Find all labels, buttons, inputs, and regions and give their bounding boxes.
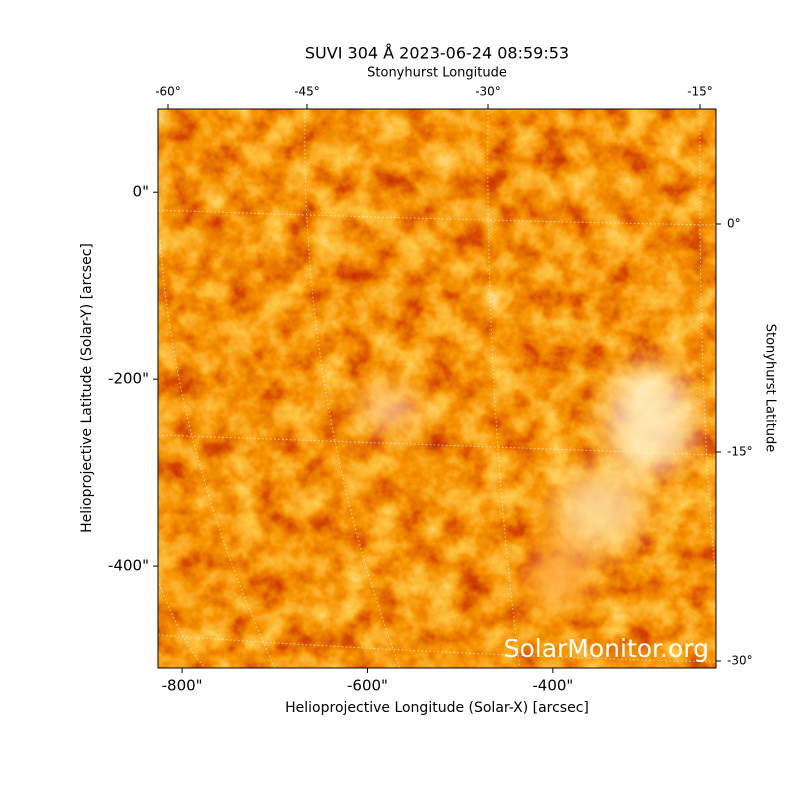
right-tick-label: -30°: [727, 654, 753, 668]
y-tick-label: 0": [133, 183, 149, 201]
x-tick-label: -800": [162, 677, 203, 695]
top-tick-label: -60°: [155, 85, 181, 99]
y-tick-label: -400": [108, 557, 149, 575]
right-tick-label: -15°: [727, 445, 753, 459]
x-axis-label: Helioprojective Longitude (Solar-X) [arc…: [285, 700, 589, 716]
x-tick-label: -600": [347, 677, 388, 695]
plot-frame: [157, 108, 717, 669]
x-tick-label: -400": [532, 677, 573, 695]
top-tick-label: -15°: [687, 85, 713, 99]
watermark: SolarMonitor.org: [504, 634, 709, 663]
right-tick-label: 0°: [727, 217, 741, 231]
chart-title: SUVI 304 Å 2023-06-24 08:59:53: [305, 44, 569, 63]
top-tick-label: -45°: [294, 85, 320, 99]
top-tick-label: -30°: [475, 85, 501, 99]
y-tick-label: -200": [108, 370, 149, 388]
solar-image: SolarMonitor.org: [158, 109, 716, 668]
y-axis-label: Helioprojective Latitude (Solar-Y) [arcs…: [79, 243, 95, 533]
right-axis-label: Stonyhurst Latitude: [763, 324, 778, 453]
top-axis-label: Stonyhurst Longitude: [367, 66, 507, 81]
